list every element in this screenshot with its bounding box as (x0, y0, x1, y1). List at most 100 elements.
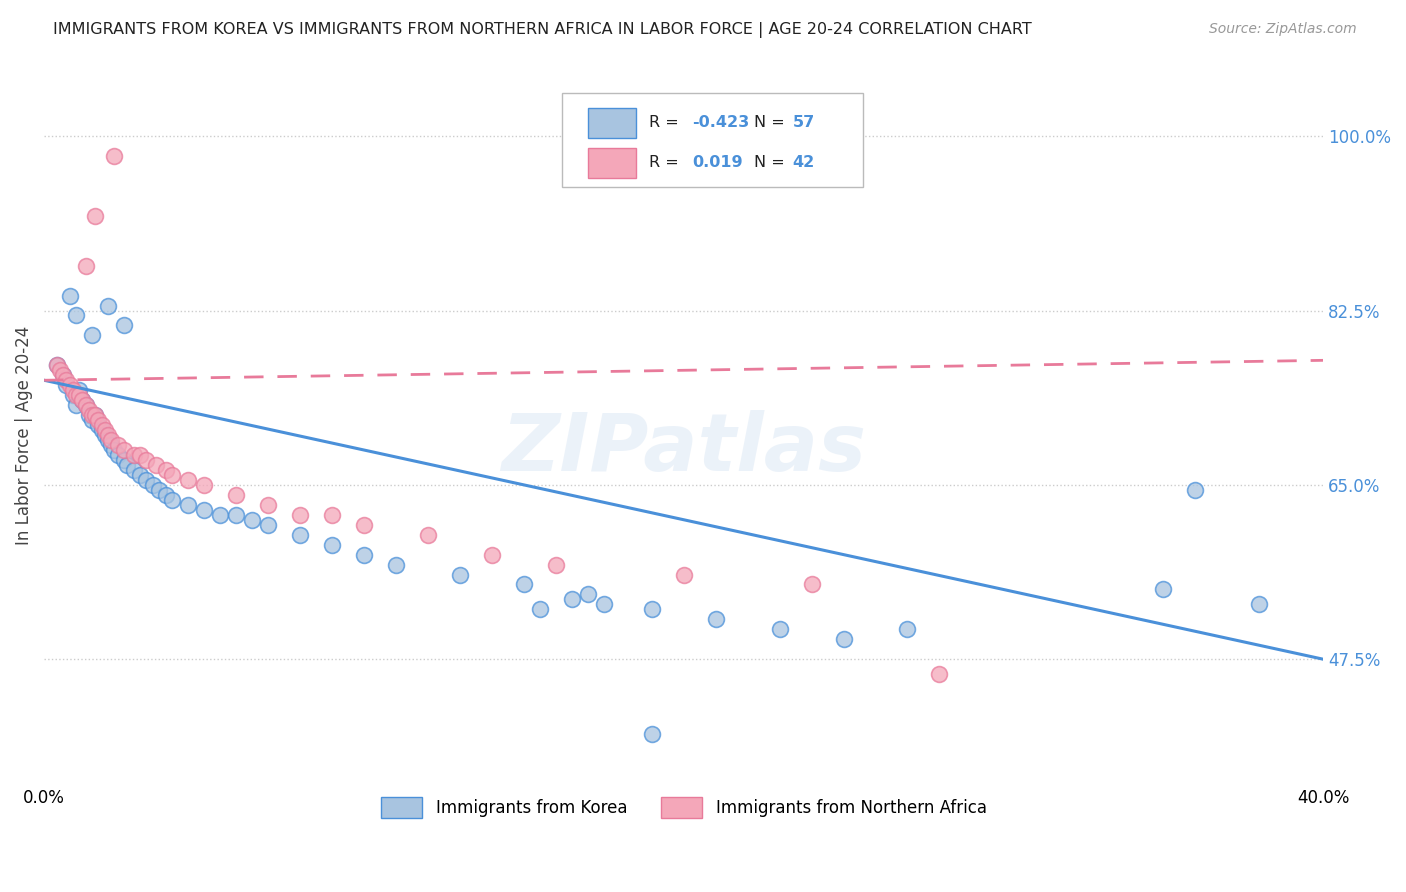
Point (65, 398, 87, 412)
Point (87, 418, 110, 433)
Text: 0.019: 0.019 (693, 155, 744, 170)
Text: N =: N = (754, 115, 790, 130)
Point (97, 433, 120, 447)
Point (49, 363, 72, 377)
Point (449, 567, 471, 582)
Point (353, 548, 375, 562)
Point (544, 558, 567, 572)
Point (155, 488, 177, 502)
Point (240, 513, 263, 527)
Point (481, 548, 503, 562)
Point (97, 428, 120, 442)
Text: 42: 42 (793, 155, 814, 170)
Point (353, 517, 375, 532)
Point (97, 299, 120, 313)
Point (103, 442, 125, 457)
Point (768, 623, 790, 637)
Point (75, 259, 97, 273)
Point (160, 492, 183, 507)
Y-axis label: In Labor Force | Age 20-24: In Labor Force | Age 20-24 (15, 326, 32, 545)
Point (416, 527, 439, 541)
Point (385, 558, 408, 572)
FancyBboxPatch shape (562, 94, 863, 187)
FancyBboxPatch shape (588, 147, 637, 178)
Point (67, 388, 90, 402)
Point (103, 149, 125, 163)
Point (704, 612, 727, 626)
Point (45, 359, 67, 373)
Point (135, 473, 157, 487)
Point (107, 438, 129, 452)
Point (1184, 483, 1206, 497)
Point (45, 359, 67, 373)
Point (55, 378, 77, 392)
Point (576, 587, 599, 601)
Point (640, 727, 662, 741)
Legend: Immigrants from Korea, Immigrants from Northern Africa: Immigrants from Korea, Immigrants from N… (374, 790, 993, 824)
Point (62, 383, 84, 397)
Point (90, 418, 112, 433)
Point (129, 467, 152, 482)
Point (80, 408, 103, 422)
Point (257, 517, 280, 532)
Point (84, 408, 107, 422)
Point (225, 508, 247, 522)
Point (513, 577, 536, 591)
Point (77, 408, 100, 422)
Point (155, 463, 177, 477)
Point (90, 423, 112, 437)
Point (84, 408, 107, 422)
Point (65, 388, 87, 402)
Point (160, 467, 183, 482)
Point (321, 508, 343, 522)
Point (100, 433, 122, 447)
Point (52, 368, 75, 383)
Point (1152, 582, 1174, 597)
Point (112, 318, 135, 333)
Point (59, 288, 82, 302)
Point (288, 527, 311, 541)
Point (135, 453, 157, 467)
Point (529, 602, 551, 616)
Text: R =: R = (650, 115, 683, 130)
Point (257, 498, 280, 512)
Text: Source: ZipAtlas.com: Source: ZipAtlas.com (1209, 22, 1357, 37)
Point (321, 538, 343, 552)
Text: 57: 57 (793, 115, 814, 130)
Point (55, 373, 77, 387)
Point (62, 388, 84, 402)
Point (94, 423, 117, 437)
Point (122, 463, 145, 477)
FancyBboxPatch shape (588, 108, 637, 138)
Point (148, 483, 170, 497)
Point (225, 488, 247, 502)
Point (112, 442, 135, 457)
Point (67, 383, 90, 397)
Text: -0.423: -0.423 (693, 115, 749, 130)
Text: N =: N = (754, 155, 790, 170)
Point (800, 577, 823, 591)
Point (77, 403, 100, 417)
Point (112, 453, 135, 467)
Point (288, 508, 311, 522)
Point (928, 667, 950, 681)
Point (208, 508, 231, 522)
Point (561, 592, 583, 607)
Text: IMMIGRANTS FROM KOREA VS IMMIGRANTS FROM NORTHERN AFRICA IN LABOR FORCE | AGE 20: IMMIGRANTS FROM KOREA VS IMMIGRANTS FROM… (53, 22, 1032, 38)
Point (100, 438, 122, 452)
Point (592, 598, 614, 612)
Point (193, 502, 215, 516)
Point (65, 309, 87, 323)
Point (75, 398, 97, 412)
Text: ZIPatlas: ZIPatlas (501, 410, 866, 488)
Text: R =: R = (650, 155, 683, 170)
Point (80, 328, 103, 343)
Point (72, 393, 94, 408)
Point (672, 567, 695, 582)
Point (59, 378, 82, 392)
Point (80, 413, 103, 427)
Point (177, 473, 200, 487)
Point (832, 632, 855, 647)
Point (145, 458, 167, 472)
Point (75, 398, 97, 412)
